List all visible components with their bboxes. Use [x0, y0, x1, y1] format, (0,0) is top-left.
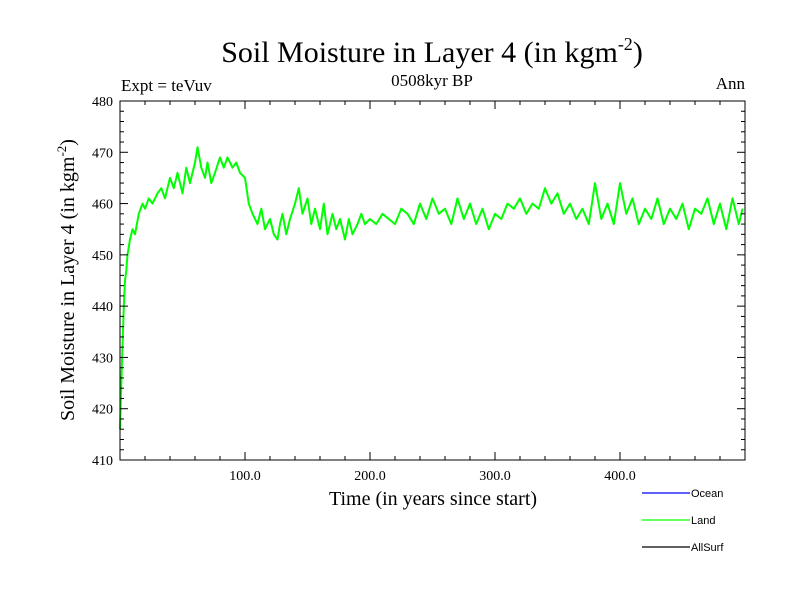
y-tick-label: 430 — [92, 351, 113, 366]
legend-label-allsurf: AllSurf — [691, 542, 724, 554]
subtitle-center: 0508kyr BP — [391, 71, 473, 90]
chart-title-suffix: ) — [633, 36, 643, 69]
x-tick-label: 200.0 — [354, 469, 386, 484]
x-tick-label: 400.0 — [604, 469, 636, 484]
y-tick-label: 440 — [92, 300, 113, 315]
y-tick-label: 410 — [92, 454, 113, 469]
chart-title: Soil Moisture in Layer 4 (in kgm-2) — [221, 34, 643, 69]
y-tick-label: 420 — [92, 403, 113, 418]
y-tick-label: 470 — [92, 146, 113, 161]
chart-title-superscript: -2 — [618, 34, 633, 54]
legend: Ocean Land AllSurf — [642, 488, 724, 554]
y-tick-label: 460 — [92, 198, 113, 213]
series-line-land — [119, 146, 744, 430]
y-tick-label: 450 — [92, 249, 113, 264]
y-axis-label: Soil Moisture in Layer 4 (in kgm-2) — [54, 139, 79, 421]
legend-label-ocean: Ocean — [691, 488, 723, 500]
x-axis-label: Time (in years since start) — [329, 488, 537, 510]
legend-label-land: Land — [691, 515, 715, 527]
plot-frame — [119, 100, 746, 461]
x-tick-label: 300.0 — [479, 469, 511, 484]
y-axis-label-superscript: -2 — [54, 146, 69, 157]
x-tick-label: 100.0 — [229, 469, 261, 484]
y-tick-label: 480 — [92, 95, 113, 110]
subtitle-right: Ann — [716, 74, 746, 93]
y-axis-label-suffix: ) — [57, 139, 79, 146]
plot-area: 100.0 200.0 300.0 400.0 410 420 430 440 450 460 47… — [92, 95, 746, 484]
subtitle-left: Expt = teVuv — [121, 76, 212, 95]
